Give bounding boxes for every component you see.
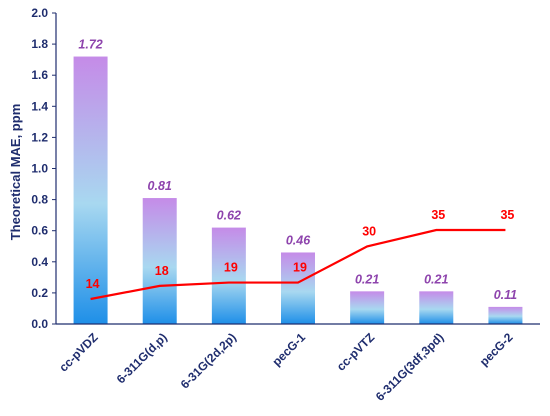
y-axis-title: Theoretical MAE, ppm — [8, 104, 23, 241]
y-tick-label: 1.4 — [31, 99, 48, 113]
line-series-path — [90, 228, 506, 301]
bar-data-label: 0.81 — [148, 179, 172, 193]
y-tick-label: 0.6 — [31, 224, 48, 238]
line-data-label: 19 — [293, 261, 307, 275]
line-data-label: 35 — [431, 208, 445, 222]
bar — [142, 198, 177, 324]
y-tick-label: 2.0 — [31, 6, 48, 20]
bar — [73, 56, 108, 324]
line-data-label: 35 — [500, 208, 514, 222]
line-data-label: 18 — [155, 264, 169, 278]
x-tick-label: 6-311G(3df,3pd) — [373, 330, 447, 404]
bars — [73, 56, 523, 324]
y-tick-label: 1.2 — [31, 130, 48, 144]
bar — [281, 252, 315, 324]
line-data-label: 30 — [362, 224, 376, 238]
y-tick-label: 0.2 — [31, 286, 48, 300]
x-tick-label: cc-pVDZ — [56, 330, 100, 374]
x-tick-label: pecG-2 — [477, 330, 516, 369]
x-tick-label: pecG-1 — [269, 330, 308, 369]
y-tick-label: 1.8 — [31, 37, 48, 51]
bar-data-label: 0.21 — [355, 272, 379, 286]
y-tick-label: 0.8 — [31, 193, 48, 207]
y-tick-label: 1.6 — [31, 68, 48, 82]
bar — [350, 291, 385, 324]
x-tick-label: 6-31G(2d,2p) — [178, 330, 239, 391]
data-labels: 1.72 0.81 0.62 0.46 0.21 0.21 0.11 14 18 19 19 30 35… — [78, 38, 517, 302]
x-tick-label: 6-311G(d,p) — [114, 330, 170, 386]
bar-data-label: 0.11 — [494, 288, 517, 302]
y-axis: 0.0 0.2 0.4 0.6 0.8 1.0 1.2 1.4 1.6 1.8 2.0 — [31, 6, 57, 331]
y-tick-label: 0.4 — [31, 255, 48, 269]
bar-data-label: 1.72 — [78, 38, 102, 52]
bar-data-label: 0.21 — [424, 272, 448, 286]
line-data-label: 19 — [224, 261, 238, 275]
x-tick-label: cc-pVTZ — [334, 330, 377, 373]
y-tick-label: 1.0 — [31, 162, 48, 176]
bar-data-label: 0.46 — [286, 233, 311, 247]
x-axis: cc-pVDZ 6-311G(d,p) 6-31G(2d,2p) pecG-1 cc-p… — [56, 323, 540, 404]
bar — [419, 291, 454, 324]
y-tick-label: 0.0 — [31, 317, 48, 331]
line-series — [90, 228, 506, 301]
bar — [488, 306, 523, 324]
bar-data-label: 0.62 — [217, 209, 241, 223]
bar — [211, 227, 246, 324]
line-data-label: 14 — [86, 277, 100, 291]
